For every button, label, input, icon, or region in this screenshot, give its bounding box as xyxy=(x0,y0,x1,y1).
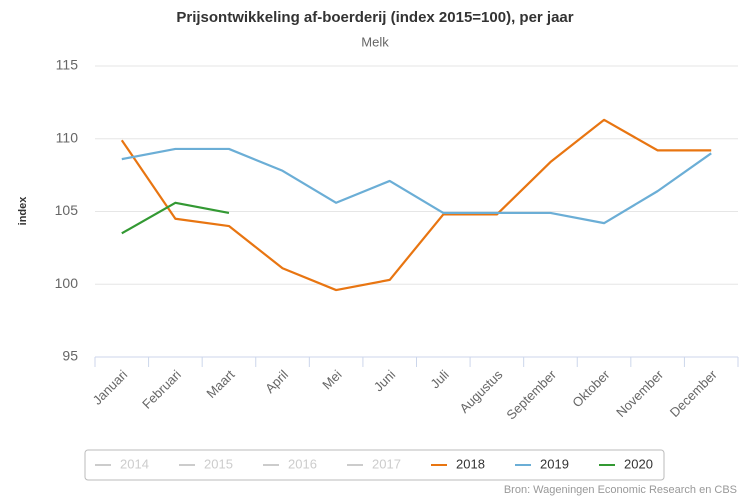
x-tick-label: Maart xyxy=(203,367,237,401)
y-tick-label: 110 xyxy=(56,129,79,145)
y-tick-label: 100 xyxy=(55,275,79,291)
x-tick-label: November xyxy=(613,366,666,419)
chart-title: Prijsontwikkeling af-boerderij (index 20… xyxy=(176,9,573,26)
x-tick-label: Mei xyxy=(319,367,344,392)
series-line xyxy=(121,147,712,225)
x-tick-label: Augustus xyxy=(456,367,505,416)
legend-label[interactable]: 2020 xyxy=(624,456,653,471)
legend-label[interactable]: 2018 xyxy=(456,456,485,471)
legend-label[interactable]: 2014 xyxy=(120,456,149,471)
x-tick-label: Juli xyxy=(427,367,451,391)
y-tick-label: 95 xyxy=(62,348,78,364)
chart-subtitle: Melk xyxy=(361,34,389,49)
x-tick-label: December xyxy=(667,366,720,419)
series-line xyxy=(120,118,712,292)
legend-label[interactable]: 2016 xyxy=(288,456,317,471)
source: Bron: Wageningen Economic Research en CB… xyxy=(504,484,737,496)
x-tick-label: April xyxy=(262,367,291,396)
legend-label[interactable]: 2019 xyxy=(540,456,569,471)
y-tick-label: 115 xyxy=(56,57,79,73)
y-tick-label: 105 xyxy=(55,202,79,218)
x-tick-label: Juni xyxy=(371,367,399,395)
series-line xyxy=(121,201,230,235)
x-tick-label: September xyxy=(503,366,559,422)
x-tick-label: Januari xyxy=(90,367,131,408)
x-tick-label: Februari xyxy=(139,367,184,412)
legend-label[interactable]: 2017 xyxy=(372,456,401,471)
y-axis-label: index xyxy=(17,196,29,226)
legend-label[interactable]: 2015 xyxy=(204,456,233,471)
x-tick-label: Oktober xyxy=(569,366,613,410)
legend-box xyxy=(84,449,665,481)
